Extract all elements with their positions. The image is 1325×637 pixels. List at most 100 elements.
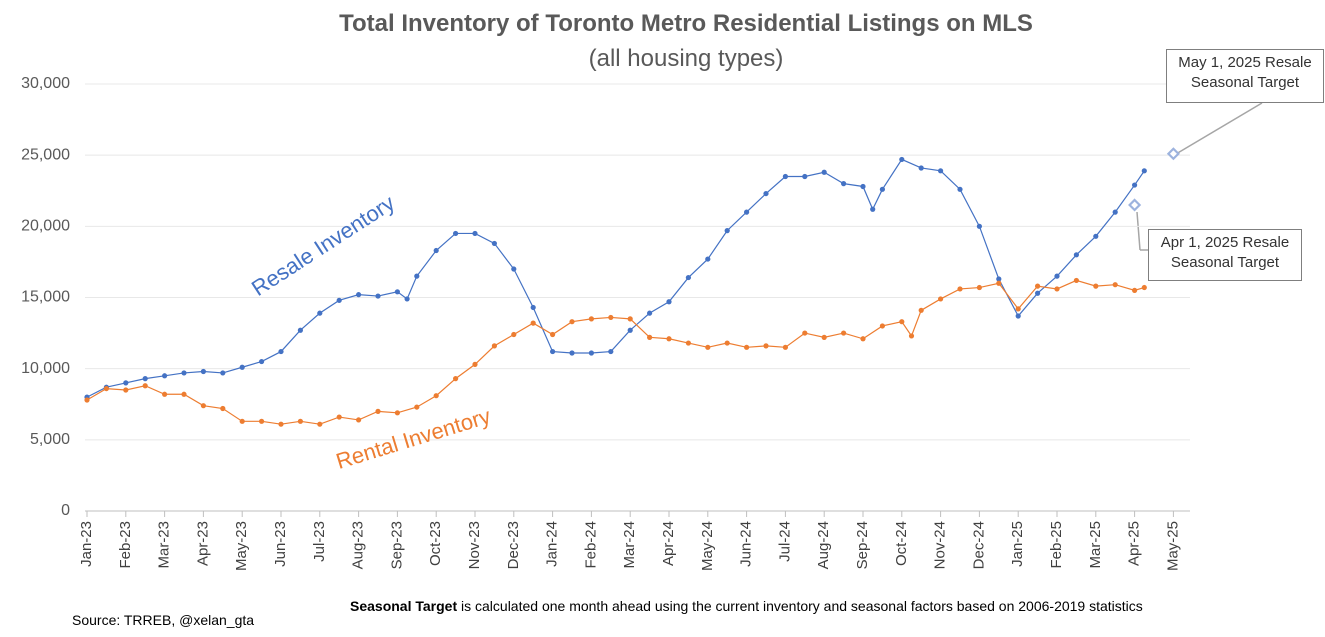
point — [899, 156, 905, 163]
point — [860, 183, 866, 190]
point — [317, 310, 323, 316]
point — [404, 296, 410, 302]
target-marker — [1166, 147, 1180, 161]
point — [724, 228, 730, 234]
point — [239, 418, 245, 424]
x-tick-label: Aug-24 — [815, 521, 832, 569]
x-tick-label: Aug-23 — [350, 521, 367, 569]
series-line — [86, 158, 1145, 398]
point — [1112, 209, 1118, 215]
point — [1093, 233, 1099, 239]
chart-title: Total Inventory of Toronto Metro Residen… — [339, 10, 1033, 37]
point — [278, 421, 284, 427]
point — [1035, 290, 1041, 296]
point — [220, 370, 226, 376]
point — [1054, 273, 1060, 279]
point — [976, 284, 983, 291]
x-tick-label: Jan-25 — [1009, 521, 1026, 567]
point — [259, 418, 265, 424]
point — [453, 230, 459, 237]
point — [802, 173, 808, 180]
annotation-box: May 1, 2025 Resale Seasonal Target — [1166, 49, 1324, 103]
x-tick-label: Mar-24 — [621, 521, 638, 569]
x-tick-label: Nov-24 — [932, 521, 949, 569]
point — [550, 331, 556, 338]
chart-subtitle: (all housing types) — [588, 45, 784, 72]
point — [317, 421, 323, 427]
source: Source: TRREB, @xelan_gta — [72, 612, 255, 628]
point — [1015, 306, 1021, 312]
point — [1035, 283, 1041, 289]
x-tick-label: Oct-24 — [893, 521, 910, 566]
point — [414, 404, 420, 410]
x-tick-label: Mar-23 — [156, 521, 173, 569]
point — [1015, 313, 1021, 319]
y-tick-label: 5,000 — [30, 431, 70, 448]
y-tick-label: 30,000 — [21, 75, 70, 92]
point — [666, 336, 672, 342]
point — [957, 186, 963, 192]
point — [821, 334, 827, 340]
point — [647, 334, 653, 340]
point — [472, 230, 478, 237]
point — [356, 417, 362, 423]
point — [996, 280, 1002, 286]
point — [1132, 287, 1138, 293]
y-tick-label: 15,000 — [21, 289, 70, 306]
point — [375, 408, 381, 414]
point — [84, 397, 90, 403]
point — [336, 297, 342, 303]
point — [297, 418, 303, 424]
x-tick-label: Sep-23 — [388, 521, 405, 569]
point — [841, 181, 847, 187]
point — [899, 319, 905, 325]
point — [938, 296, 944, 302]
x-tick-label: May-23 — [233, 521, 250, 571]
point — [375, 293, 381, 299]
point — [938, 168, 944, 174]
point — [142, 376, 148, 382]
point — [705, 256, 711, 262]
x-tick-label: Oct-23 — [427, 521, 444, 566]
point — [297, 327, 303, 333]
x-tick-label: Feb-23 — [117, 521, 134, 569]
point — [530, 320, 536, 326]
point — [1132, 182, 1138, 188]
point — [685, 340, 692, 346]
point — [588, 316, 595, 322]
point — [181, 370, 187, 376]
point — [763, 190, 769, 197]
point — [142, 383, 148, 389]
point — [744, 344, 750, 350]
leader-line — [1175, 102, 1263, 155]
point — [162, 373, 168, 379]
point — [200, 403, 206, 409]
point — [1054, 286, 1060, 292]
x-tick-label: Jul-24 — [776, 521, 793, 562]
y-tick-label: 10,000 — [21, 360, 70, 377]
point — [608, 348, 614, 355]
series-line — [86, 279, 1145, 425]
point — [1141, 168, 1147, 174]
point — [239, 364, 245, 370]
point — [1141, 284, 1147, 291]
x-tick-label: May-25 — [1164, 521, 1181, 571]
point — [744, 209, 750, 215]
x-tick-label: Dec-24 — [970, 521, 987, 569]
point — [588, 350, 595, 356]
annotation-box: Apr 1, 2025 Resale Seasonal Target — [1148, 229, 1302, 281]
point — [394, 410, 400, 416]
x-tick-label: Mar-25 — [1087, 521, 1104, 569]
x-tick-label: Apr-25 — [1126, 521, 1143, 566]
x-tick-label: Jan-23 — [78, 521, 95, 567]
point — [123, 380, 129, 386]
point — [433, 393, 439, 399]
point — [472, 361, 478, 367]
point — [908, 333, 915, 339]
point — [1073, 252, 1079, 258]
leader-line — [1136, 211, 1141, 251]
footnote-bold: Seasonal Target — [350, 598, 458, 614]
point — [278, 348, 284, 355]
point — [1112, 282, 1118, 288]
